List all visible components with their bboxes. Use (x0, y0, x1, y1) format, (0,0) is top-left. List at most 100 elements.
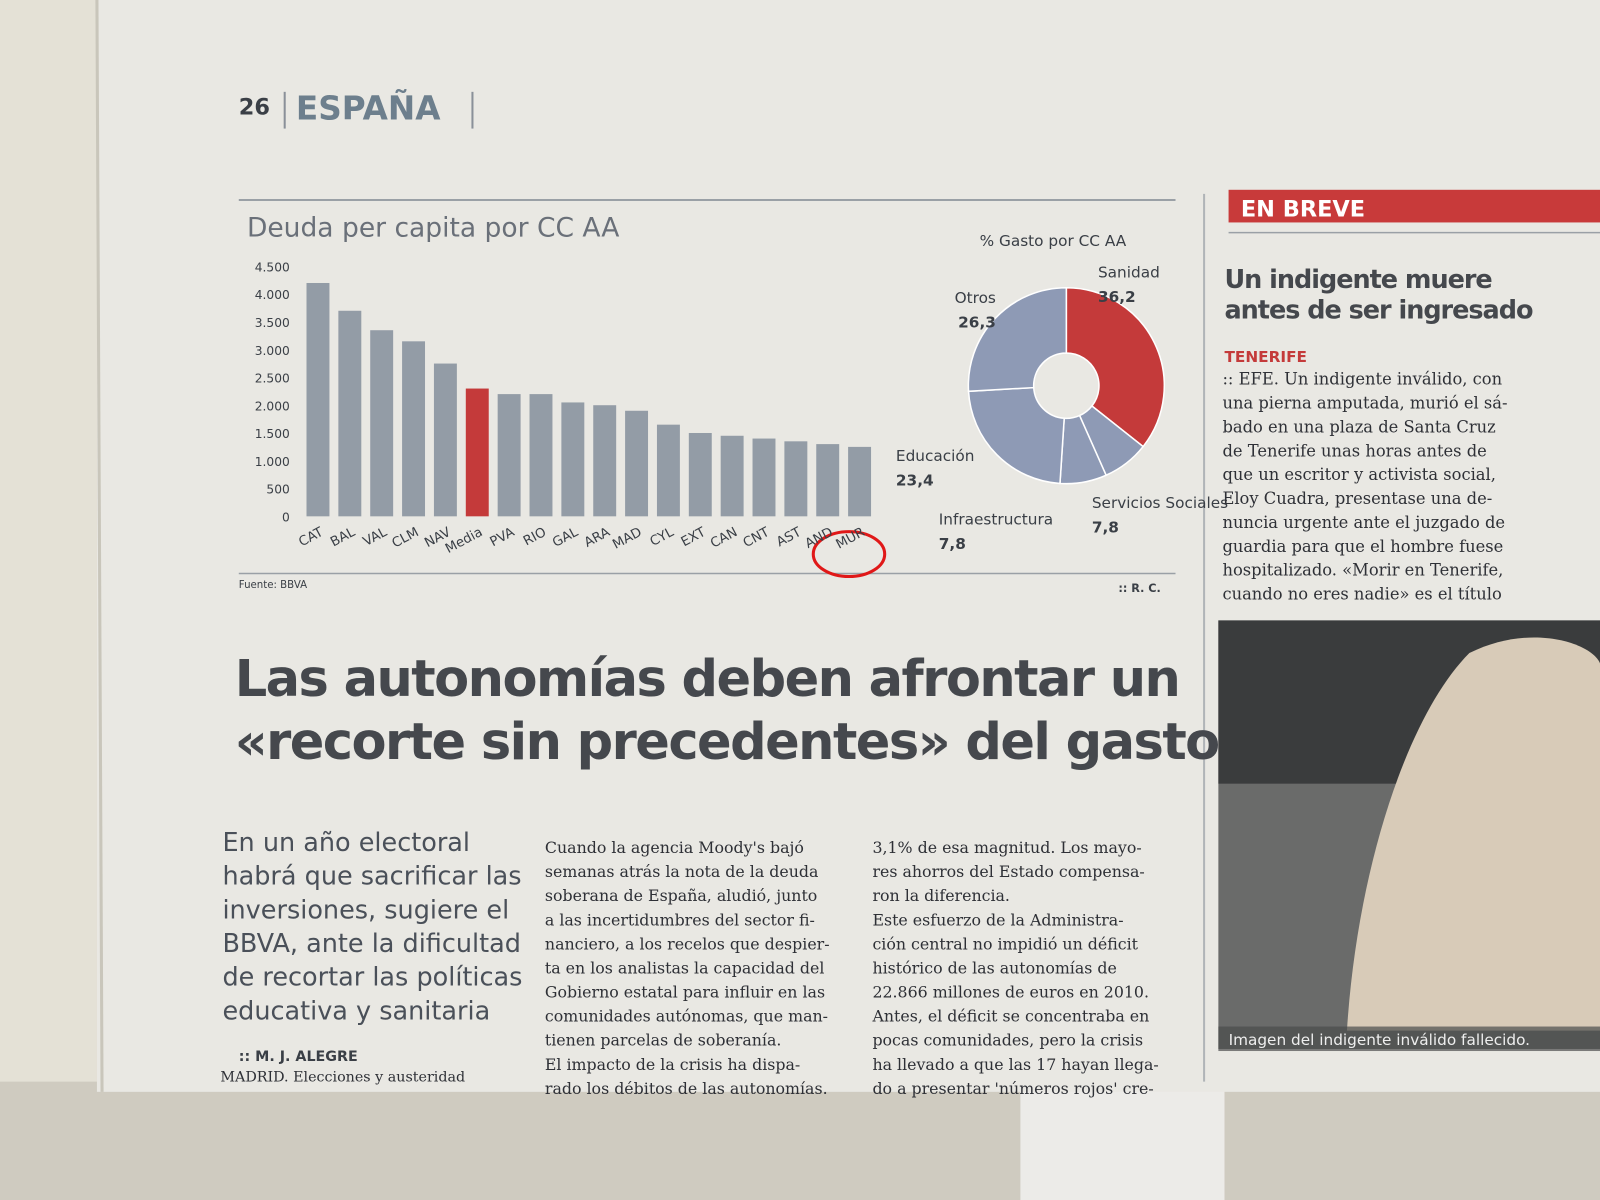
bar (688, 432, 712, 517)
body-line: bado en una plaza de Santa Cruz (1222, 417, 1495, 436)
body-line: guardia para que el hombre fuese (1222, 537, 1503, 556)
body-line: ron la diferencia. (872, 886, 1010, 905)
body-line: ha llevado a que las 17 hayan llega- (872, 1055, 1158, 1074)
subhead: BBVA, ante la dificultad (222, 929, 520, 959)
subhead: educativa y sanitaria (222, 996, 490, 1026)
byline: :: M. J. ALEGRE (239, 1049, 358, 1065)
subhead: de recortar las políticas (222, 963, 522, 993)
bar (402, 341, 426, 517)
y-tick-label: 500 (266, 483, 289, 497)
slice-label: Sanidad (1098, 264, 1160, 282)
slice-value: 7,8 (939, 535, 966, 553)
source: Fuente: BBVA (239, 580, 307, 591)
bar (593, 405, 617, 517)
pie-slice (1065, 286, 1166, 448)
body-line: El impacto de la crisis ha dispa- (545, 1055, 800, 1074)
bar (465, 388, 489, 517)
y-tick-label: 0 (282, 510, 290, 524)
sidebar-headline: antes de ser ingresado (1224, 295, 1532, 325)
body-line: nuncia urgente ante el juzgado de (1222, 513, 1505, 532)
bar (370, 330, 394, 517)
y-tick-label: 4.500 (255, 260, 290, 274)
body-line: una pierna amputada, murió el sá- (1222, 394, 1507, 413)
body-line: a las incertidumbres del sector fi- (545, 910, 815, 929)
page-number: 26 (239, 94, 270, 120)
subhead: habrá que sacrificar las (222, 862, 521, 892)
bar (656, 424, 680, 517)
bar (848, 446, 872, 517)
sidebar-place: TENERIFE (1224, 348, 1307, 366)
body-line: Este esfuerzo de la Administra- (872, 910, 1123, 929)
bar (625, 410, 649, 517)
y-tick-label: 1.000 (255, 455, 290, 469)
body-line: 22.866 millones de euros en 2010. (872, 983, 1149, 1002)
y-tick-label: 3.500 (255, 316, 290, 330)
bar (752, 438, 776, 517)
body-line: histórico de las autonomías de (872, 958, 1116, 977)
sidebar-label: EN BREVE (1241, 196, 1365, 222)
paper-under (1020, 1081, 1225, 1200)
body-line: Cuando la agencia Moody's bajó (545, 838, 804, 857)
slice-label: Educación (896, 447, 975, 465)
body-line: nanciero, a los recelos que despier- (545, 934, 830, 953)
body-line: semanas atrás la nota de la deuda (545, 862, 819, 881)
y-tick-label: 1.500 (255, 427, 290, 441)
section-band (1228, 189, 1600, 223)
subhead: En un año electoral (222, 828, 470, 858)
pie-chart-title: % Gasto por CC AA (980, 232, 1127, 250)
bar (816, 444, 840, 517)
body-line: MADRID. Elecciones y austeridad (220, 1070, 465, 1086)
section-title: ESPAÑA (296, 89, 441, 127)
bar (529, 394, 553, 517)
body-line: :: EFE. Un indigente inválido, con (1222, 370, 1502, 389)
photo-figure (1346, 637, 1600, 1031)
bar (784, 441, 808, 517)
y-tick-label: 2.000 (255, 399, 290, 413)
body-line: rado los débitos de las autonomías. (545, 1079, 828, 1098)
bar (338, 310, 362, 517)
slice-value: 7,8 (1092, 519, 1119, 537)
body-line: ción central no impidió un déficit (872, 934, 1138, 953)
bar (306, 282, 330, 517)
body-line: comunidades autónomas, que man- (545, 1007, 828, 1026)
headline: «recorte sin precedentes» del gasto (235, 713, 1219, 772)
y-tick-label: 2.500 (255, 372, 290, 386)
body-line: do a presentar 'números rojos' cre- (872, 1079, 1153, 1098)
bar (561, 402, 585, 517)
body-line: tienen parcelas de soberanía. (545, 1031, 782, 1050)
fold (95, 0, 104, 1092)
highlight-circle (811, 530, 887, 579)
body-line: Antes, el déficit se concentraba en (871, 1007, 1149, 1026)
bar (433, 363, 457, 517)
body-line: 3,1% de esa magnitud. Los mayo- (872, 838, 1141, 857)
slice-label: Servicios Sociales (1092, 494, 1228, 512)
body-line: soberana de España, aludió, junto (545, 886, 817, 905)
body-line: que un escritor y activista social, (1222, 465, 1496, 484)
y-tick-label: 4.000 (255, 288, 290, 302)
bar-chart-title: Deuda per capita por CC AA (247, 213, 619, 244)
paper-edge (0, 0, 97, 1082)
body-line: Gobierno estatal para influir en las (545, 983, 825, 1002)
subhead: inversiones, sugiere el (222, 895, 509, 925)
body-line: res ahorros del Estado compensa- (872, 862, 1144, 881)
slice-label: Infraestructura (939, 510, 1053, 528)
caption-band (1218, 1026, 1600, 1052)
bar (720, 435, 744, 517)
pie-slice (967, 286, 1068, 393)
body-line: ta en los analistas la capacidad del (545, 958, 825, 977)
photo-caption: Imagen del indigente inválido fallecido. (1229, 1031, 1531, 1049)
slice-value: 26,3 (958, 314, 996, 332)
body-line: pocas comunidades, pero la crisis (872, 1031, 1143, 1050)
y-tick-label: 3.000 (255, 344, 290, 358)
slice-value: 36,2 (1098, 288, 1136, 306)
sidebar-headline: Un indigente muere (1224, 265, 1492, 295)
body-line: Eloy Cuadra, presentase una de- (1222, 489, 1492, 508)
slice-label: Otros (955, 289, 996, 307)
pie-slice (967, 386, 1066, 485)
body-line: de Tenerife unas horas antes de (1222, 441, 1486, 460)
slice-value: 23,4 (896, 472, 934, 490)
body-line: cuando no eres nadie» es el título (1222, 585, 1501, 604)
bar (497, 394, 521, 517)
body-line: hospitalizado. «Morir en Tenerife, (1222, 561, 1503, 580)
